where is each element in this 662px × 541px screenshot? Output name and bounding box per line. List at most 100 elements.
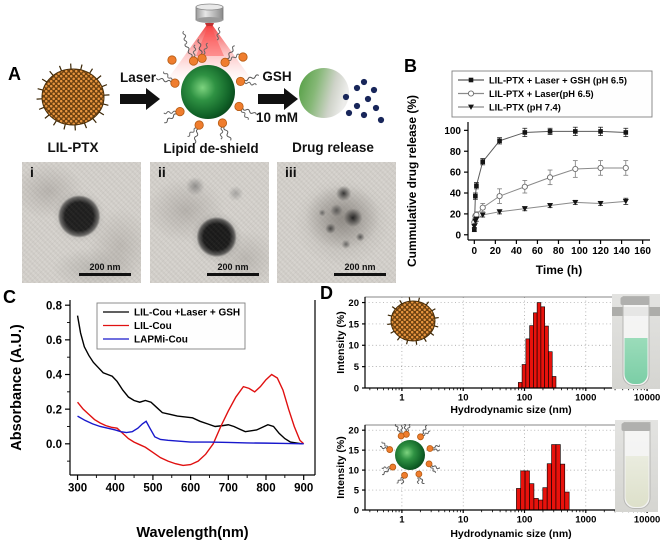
green-sample-liquid <box>624 338 648 384</box>
svg-text:20: 20 <box>348 298 359 309</box>
svg-text:500: 500 <box>143 483 162 495</box>
svg-text:Cummulative drug release (%): Cummulative drug release (%) <box>405 95 419 267</box>
tem-image-i: i 200 nm <box>22 162 141 283</box>
svg-text:5: 5 <box>354 485 360 496</box>
svg-text:300: 300 <box>68 483 87 495</box>
svg-text:60: 60 <box>532 246 544 257</box>
panel-label-a: A <box>8 64 21 84</box>
svg-text:Hydrodynamic size (nm): Hydrodynamic size (nm) <box>450 404 571 416</box>
svg-text:0: 0 <box>455 230 461 241</box>
mechanism-schematic: Laser GSH 10 mM LIL-PTX Lipid de-shield … <box>36 3 385 156</box>
svg-text:80: 80 <box>450 147 462 158</box>
svg-text:1: 1 <box>399 393 405 404</box>
svg-text:900: 900 <box>294 483 313 495</box>
svg-text:10: 10 <box>348 341 359 352</box>
svg-text:Time (h): Time (h) <box>536 263 582 277</box>
svg-text:10: 10 <box>458 515 469 526</box>
svg-text:100: 100 <box>571 246 588 257</box>
svg-text:Hydrodynamic size (nm): Hydrodynamic size (nm) <box>450 528 571 540</box>
svg-text:400: 400 <box>106 483 125 495</box>
absorbance-chart: 300 400 500 600 700 800 900 0.0 0.2 0.4 0.6 0.8 Wave… <box>5 291 330 541</box>
svg-text:Intensity (%): Intensity (%) <box>335 311 347 373</box>
svg-text:0.4: 0.4 <box>46 370 63 382</box>
svg-text:80: 80 <box>553 246 565 257</box>
tem-image-iii: iii 200 nm <box>277 162 396 283</box>
panel-label-b: B <box>404 56 417 76</box>
svg-text:LIL-Cou: LIL-Cou <box>134 321 172 332</box>
released-core-sphere <box>299 68 349 118</box>
svg-text:15: 15 <box>348 446 359 457</box>
svg-text:100: 100 <box>517 393 533 404</box>
lilptx-nanoparticle-inset <box>386 296 440 351</box>
svg-text:20: 20 <box>490 246 502 257</box>
gsh-label: GSH <box>262 69 291 84</box>
svg-text:0: 0 <box>354 505 359 516</box>
svg-text:0.6: 0.6 <box>46 335 62 347</box>
cuvette-photo-green <box>612 294 660 389</box>
svg-text:100: 100 <box>517 515 533 526</box>
scalebar: 200 nm <box>334 262 386 276</box>
tem-tag-i: i <box>30 164 34 180</box>
drug-release-label: Drug release <box>292 140 374 155</box>
svg-text:20: 20 <box>348 426 359 437</box>
svg-text:40: 40 <box>511 246 523 257</box>
cuvette-photo-pale <box>615 420 658 512</box>
svg-text:Absorbance (A.U.): Absorbance (A.U.) <box>9 324 25 451</box>
tem-tag-ii: ii <box>158 164 166 180</box>
svg-text:60: 60 <box>450 168 462 179</box>
svg-text:0.2: 0.2 <box>46 404 62 416</box>
laser-beam <box>167 26 252 80</box>
svg-text:LIL-PTX + Laser + GSH (pH 6.5): LIL-PTX + Laser + GSH (pH 6.5) <box>489 75 627 85</box>
svg-text:Intensity (%): Intensity (%) <box>335 436 347 498</box>
svg-text:1000: 1000 <box>575 393 596 404</box>
gsh-step-arrow <box>258 88 298 110</box>
pale-sample-liquid <box>625 456 648 507</box>
svg-text:0.8: 0.8 <box>46 300 63 312</box>
svg-text:10000: 10000 <box>634 393 660 404</box>
svg-text:140: 140 <box>613 246 630 257</box>
laser-device-icon <box>195 3 224 28</box>
laser-step-arrow <box>120 88 160 110</box>
svg-text:15: 15 <box>348 319 359 330</box>
svg-text:20: 20 <box>450 209 462 220</box>
svg-text:Wavelength(nm): Wavelength(nm) <box>136 525 248 541</box>
scalebar-line <box>334 273 386 276</box>
lilptx-label: LIL-PTX <box>48 140 99 155</box>
tube-cap <box>621 423 650 431</box>
scalebar-text: 200 nm <box>89 262 121 272</box>
scalebar-text: 200 nm <box>217 262 249 272</box>
scalebar: 200 nm <box>79 262 131 276</box>
gsh-concentration-label: 10 mM <box>256 110 298 125</box>
deshield-label: Lipid de-shield <box>163 141 258 156</box>
deshielded-nanoparticle-inset <box>376 421 443 489</box>
sample-tube <box>620 296 650 386</box>
svg-text:5: 5 <box>354 362 360 373</box>
svg-text:100: 100 <box>444 126 461 137</box>
svg-text:120: 120 <box>592 246 609 257</box>
scalebar: 200 nm <box>207 262 259 276</box>
svg-text:1000: 1000 <box>575 515 596 526</box>
svg-text:800: 800 <box>256 483 275 495</box>
scalebar-line <box>207 273 259 276</box>
svg-text:LIL-Cou +Laser + GSH: LIL-Cou +Laser + GSH <box>134 307 240 318</box>
tube-cap <box>620 297 650 305</box>
svg-text:700: 700 <box>219 483 238 495</box>
tem-image-ii: ii 200 nm <box>150 162 269 283</box>
svg-text:0: 0 <box>472 246 478 257</box>
dls-histogram-lilptx: 1 10 100 1000 10000 0 5 10 15 20 Hydrodynamic size… <box>335 292 662 422</box>
svg-text:600: 600 <box>181 483 200 495</box>
svg-text:10000: 10000 <box>634 515 660 526</box>
scalebar-text: 200 nm <box>344 262 376 272</box>
svg-text:1: 1 <box>399 515 405 526</box>
drug-release-chart: 0 20 40 60 80 100 120 140 160 0 20 40 60 80 100 Time (h… <box>402 56 660 283</box>
svg-text:40: 40 <box>450 189 462 200</box>
svg-text:0: 0 <box>354 383 359 394</box>
dls-histogram-deshielded: 1 10 100 1000 10000 0 5 10 15 20 Hydrodynamic size… <box>335 417 662 541</box>
panel-label-c: C <box>3 287 16 307</box>
tem-tag-iii: iii <box>285 164 297 180</box>
panel-label-d: D <box>320 283 333 303</box>
svg-text:0.0: 0.0 <box>46 439 62 451</box>
scalebar-line <box>79 273 131 276</box>
svg-text:LAPMi-Cou: LAPMi-Cou <box>134 334 188 345</box>
